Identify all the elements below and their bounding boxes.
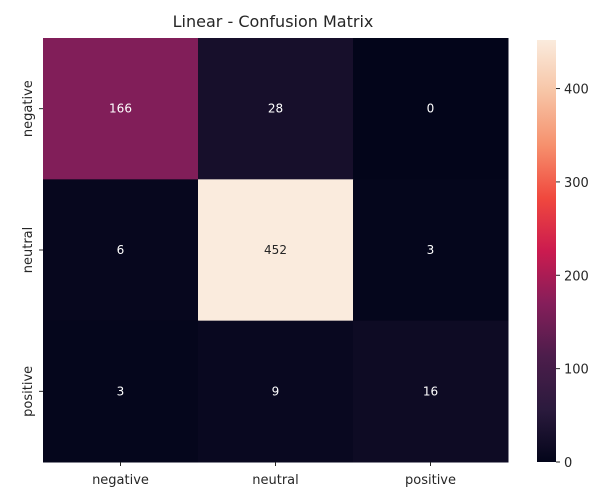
x-tick-label: neutral: [252, 473, 299, 488]
x-tick-label: positive: [405, 473, 456, 488]
cell-value-label: 9: [272, 384, 280, 398]
heatmap-cell: [43, 320, 199, 463]
cell-value-label: 3: [427, 243, 435, 257]
cell-value-label: 0: [427, 102, 435, 116]
heatmap-cells: 166 28 0 6 452 3 3 9 16: [43, 38, 509, 463]
y-tick-label: neutral: [21, 227, 36, 274]
colorbar-axis: 0 100 200 300 400: [556, 83, 589, 471]
cell-value-label: 3: [117, 384, 125, 398]
colorbar: [537, 40, 556, 462]
heatmap-cell: [353, 38, 509, 180]
y-tick-label: positive: [21, 366, 36, 417]
colorbar-tick-label: 400: [564, 83, 589, 98]
heatmap-cell: [353, 179, 509, 322]
heatmap-cell: [43, 179, 199, 322]
chart-title: Linear - Confusion Matrix: [173, 12, 374, 31]
heatmap-cell: [198, 179, 354, 322]
heatmap-cell: [198, 320, 354, 463]
y-axis: negative neutral positive: [21, 80, 43, 417]
cell-value-label: 16: [423, 384, 438, 398]
heatmap-cell: [43, 38, 199, 180]
colorbar-tick-label: 200: [564, 269, 589, 284]
heatmap-cell: [198, 38, 354, 180]
cell-value-label: 28: [268, 102, 283, 116]
colorbar-tick-label: 100: [564, 363, 589, 378]
colorbar-tick-label: 0: [564, 456, 572, 471]
cell-value-label: 452: [264, 243, 287, 257]
cell-value-label: 6: [117, 243, 125, 257]
colorbar-tick-label: 300: [564, 176, 589, 191]
y-tick-label: negative: [21, 80, 36, 137]
cell-value-label: 166: [109, 102, 132, 116]
x-tick-label: negative: [92, 473, 149, 488]
x-axis: negative neutral positive: [92, 462, 456, 488]
heatmap-cell: [353, 320, 509, 463]
